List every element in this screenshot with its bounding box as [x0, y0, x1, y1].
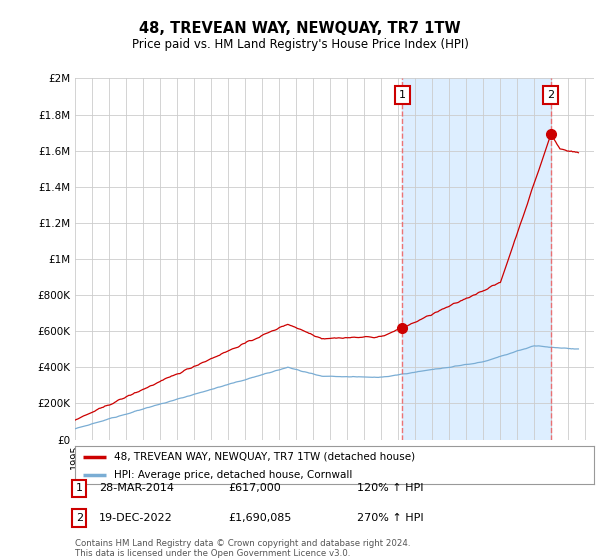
Text: 28-MAR-2014: 28-MAR-2014 — [99, 483, 174, 493]
Text: 19-DEC-2022: 19-DEC-2022 — [99, 513, 173, 523]
Text: 1: 1 — [76, 483, 83, 493]
Text: 270% ↑ HPI: 270% ↑ HPI — [357, 513, 424, 523]
Text: £1,690,085: £1,690,085 — [228, 513, 292, 523]
Text: HPI: Average price, detached house, Cornwall: HPI: Average price, detached house, Corn… — [114, 470, 352, 480]
Text: 48, TREVEAN WAY, NEWQUAY, TR7 1TW (detached house): 48, TREVEAN WAY, NEWQUAY, TR7 1TW (detac… — [114, 452, 415, 462]
Bar — [402, 78, 551, 440]
Text: 2: 2 — [547, 90, 554, 100]
Text: 1: 1 — [399, 90, 406, 100]
Text: Price paid vs. HM Land Registry's House Price Index (HPI): Price paid vs. HM Land Registry's House … — [131, 38, 469, 50]
Text: 2: 2 — [76, 513, 83, 523]
Text: 120% ↑ HPI: 120% ↑ HPI — [357, 483, 424, 493]
Text: £617,000: £617,000 — [228, 483, 281, 493]
Text: Contains HM Land Registry data © Crown copyright and database right 2024.
This d: Contains HM Land Registry data © Crown c… — [75, 539, 410, 558]
Text: 48, TREVEAN WAY, NEWQUAY, TR7 1TW: 48, TREVEAN WAY, NEWQUAY, TR7 1TW — [139, 21, 461, 36]
